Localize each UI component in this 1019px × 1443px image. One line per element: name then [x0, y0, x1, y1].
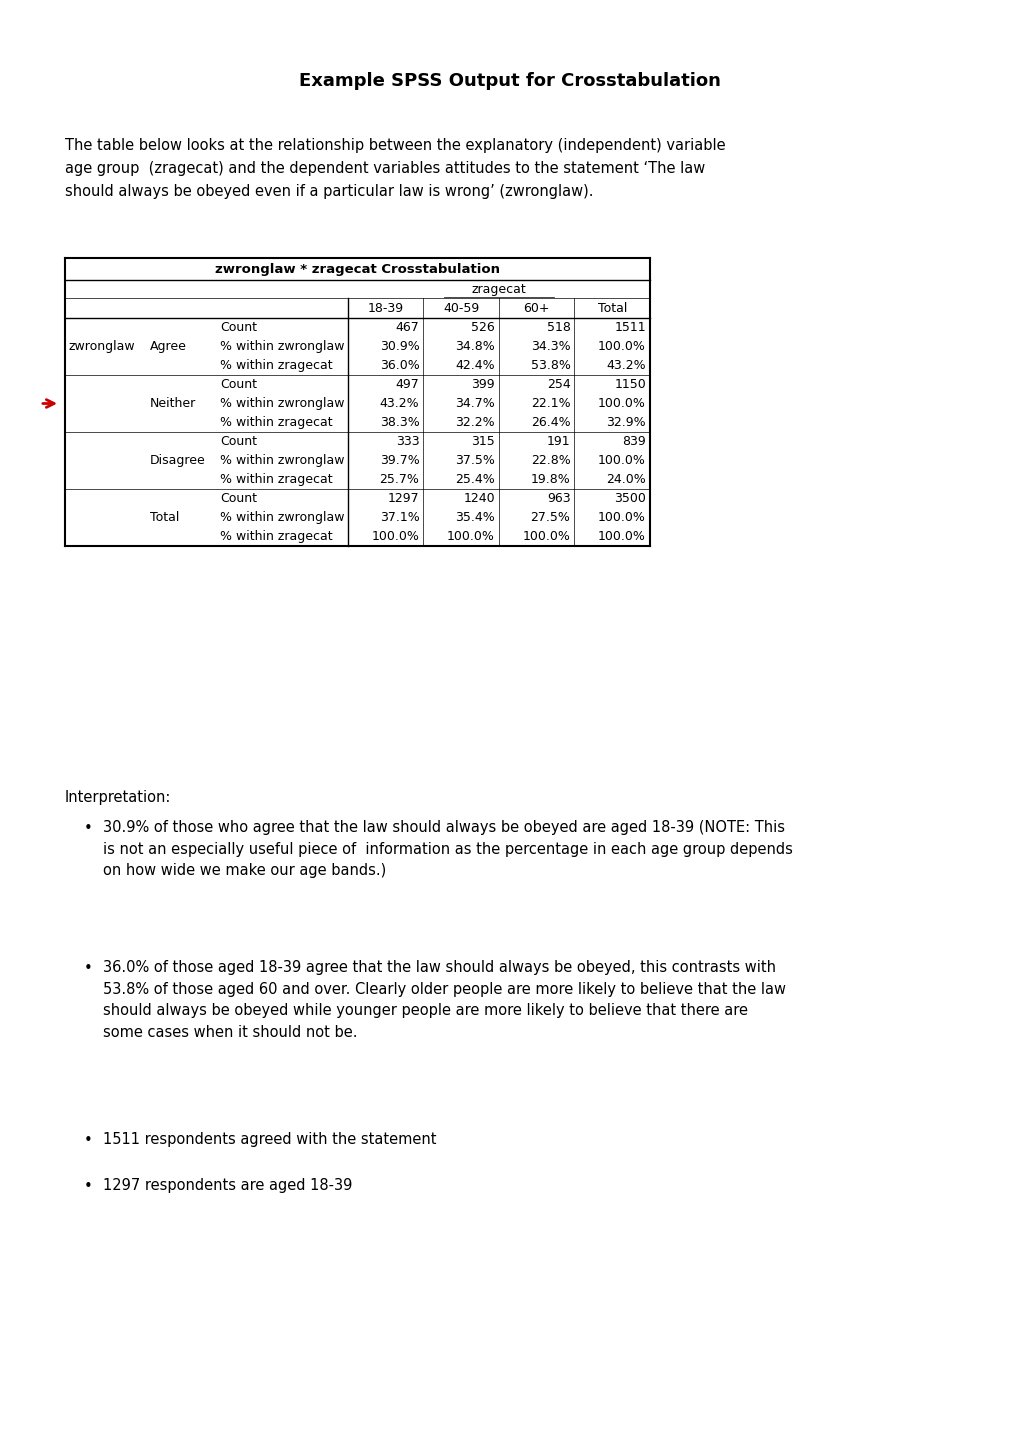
Text: 100.0%: 100.0% — [597, 511, 645, 524]
Text: % within zragecat: % within zragecat — [220, 416, 332, 429]
Text: 526: 526 — [471, 320, 494, 333]
Text: Count: Count — [220, 492, 257, 505]
Text: 60+: 60+ — [523, 302, 549, 315]
Text: Count: Count — [220, 320, 257, 333]
Text: 32.2%: 32.2% — [454, 416, 494, 429]
Text: Interpretation:: Interpretation: — [65, 789, 171, 805]
Text: 35.4%: 35.4% — [454, 511, 494, 524]
Text: 26.4%: 26.4% — [530, 416, 570, 429]
Text: 24.0%: 24.0% — [605, 473, 645, 486]
Text: 34.3%: 34.3% — [530, 341, 570, 354]
Text: 467: 467 — [395, 320, 419, 333]
Text: 36.0% of those aged 18-39 agree that the law should always be obeyed, this contr: 36.0% of those aged 18-39 agree that the… — [103, 960, 786, 1040]
Text: % within zragecat: % within zragecat — [220, 530, 332, 543]
Text: 100.0%: 100.0% — [371, 530, 419, 543]
Text: 963: 963 — [546, 492, 570, 505]
Text: Disagree: Disagree — [150, 455, 206, 468]
Text: 399: 399 — [471, 378, 494, 391]
Text: zwronglaw: zwronglaw — [69, 341, 136, 354]
Text: 100.0%: 100.0% — [597, 397, 645, 410]
Text: 18-39: 18-39 — [367, 302, 404, 315]
Text: 839: 839 — [622, 434, 645, 447]
Text: 53.8%: 53.8% — [530, 359, 570, 372]
Text: Count: Count — [220, 378, 257, 391]
Text: 3500: 3500 — [613, 492, 645, 505]
Text: % within zwronglaw: % within zwronglaw — [220, 341, 344, 354]
Text: 1150: 1150 — [613, 378, 645, 391]
Text: Agree: Agree — [150, 341, 186, 354]
Text: 27.5%: 27.5% — [530, 511, 570, 524]
Text: Neither: Neither — [150, 397, 196, 410]
Text: 518: 518 — [546, 320, 570, 333]
Text: 25.4%: 25.4% — [454, 473, 494, 486]
Text: The table below looks at the relationship between the explanatory (independent) : The table below looks at the relationshi… — [65, 139, 725, 199]
Text: % within zragecat: % within zragecat — [220, 473, 332, 486]
Text: % within zwronglaw: % within zwronglaw — [220, 455, 344, 468]
Text: 191: 191 — [546, 434, 570, 447]
Text: % within zragecat: % within zragecat — [220, 359, 332, 372]
Text: •: • — [84, 1179, 93, 1195]
Text: 34.7%: 34.7% — [454, 397, 494, 410]
Text: •: • — [84, 1133, 93, 1147]
Text: 22.8%: 22.8% — [530, 455, 570, 468]
Text: % within zwronglaw: % within zwronglaw — [220, 397, 344, 410]
Text: 39.7%: 39.7% — [379, 455, 419, 468]
Text: 100.0%: 100.0% — [522, 530, 570, 543]
Text: 40-59: 40-59 — [442, 302, 479, 315]
Text: 1511: 1511 — [613, 320, 645, 333]
Text: 32.9%: 32.9% — [605, 416, 645, 429]
Text: Total: Total — [597, 302, 627, 315]
Text: zragecat: zragecat — [471, 283, 526, 296]
Text: 100.0%: 100.0% — [597, 530, 645, 543]
Text: 254: 254 — [546, 378, 570, 391]
Text: 333: 333 — [395, 434, 419, 447]
Text: 42.4%: 42.4% — [454, 359, 494, 372]
Text: 19.8%: 19.8% — [530, 473, 570, 486]
Text: 34.8%: 34.8% — [454, 341, 494, 354]
Text: 25.7%: 25.7% — [379, 473, 419, 486]
Text: zwronglaw * zragecat Crosstabulation: zwronglaw * zragecat Crosstabulation — [215, 263, 499, 276]
Text: 1511 respondents agreed with the statement: 1511 respondents agreed with the stateme… — [103, 1131, 436, 1147]
Text: 37.5%: 37.5% — [454, 455, 494, 468]
Text: 36.0%: 36.0% — [379, 359, 419, 372]
Text: 1240: 1240 — [463, 492, 494, 505]
Text: 100.0%: 100.0% — [597, 455, 645, 468]
Text: 100.0%: 100.0% — [597, 341, 645, 354]
Text: 43.2%: 43.2% — [605, 359, 645, 372]
Text: 315: 315 — [471, 434, 494, 447]
Text: 30.9%: 30.9% — [379, 341, 419, 354]
Text: 43.2%: 43.2% — [379, 397, 419, 410]
Text: 1297 respondents are aged 18-39: 1297 respondents are aged 18-39 — [103, 1177, 352, 1193]
Text: •: • — [84, 821, 93, 835]
Text: Total: Total — [150, 511, 179, 524]
Text: Count: Count — [220, 434, 257, 447]
Text: Example SPSS Output for Crosstabulation: Example SPSS Output for Crosstabulation — [299, 72, 720, 89]
Text: 497: 497 — [395, 378, 419, 391]
Text: 22.1%: 22.1% — [530, 397, 570, 410]
Text: 30.9% of those who agree that the law should always be obeyed are aged 18-39 (NO: 30.9% of those who agree that the law sh… — [103, 820, 792, 879]
Text: •: • — [84, 961, 93, 975]
Text: 1297: 1297 — [387, 492, 419, 505]
Text: 100.0%: 100.0% — [446, 530, 494, 543]
Text: 37.1%: 37.1% — [379, 511, 419, 524]
Text: % within zwronglaw: % within zwronglaw — [220, 511, 344, 524]
Text: 38.3%: 38.3% — [379, 416, 419, 429]
